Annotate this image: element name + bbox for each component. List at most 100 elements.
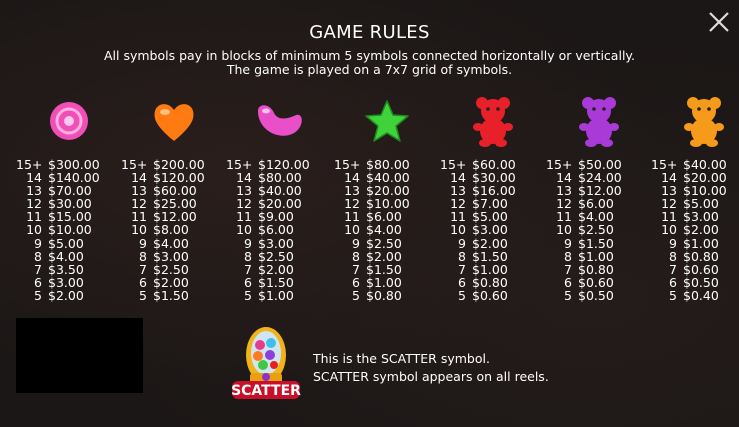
black-panel (16, 318, 143, 393)
payout-row: 11 $12.00 (121, 210, 226, 223)
symbol-count: 12 (236, 196, 252, 212)
payout-row: 9 $3.00 (226, 235, 331, 251)
payout-amount: $0.60 (578, 274, 614, 290)
payout-amount: $50.00 (578, 157, 622, 172)
payout-amount: $1.50 (258, 274, 294, 290)
payout-amount: $0.50 (578, 287, 614, 303)
page-title: GAME RULES (309, 22, 430, 43)
payout-row: 11 $4.00 (546, 210, 651, 223)
payout-row: 9 $1.50 (546, 235, 651, 251)
payout-row: 12 $5.00 (651, 197, 739, 210)
symbol-count: 7 (139, 261, 147, 277)
payout-row: 10 $8.00 (121, 223, 226, 236)
symbol-count: 5 (244, 287, 252, 303)
symbol-count: 15+ (16, 157, 43, 172)
payout-amount: $4.00 (48, 248, 84, 264)
symbol-count: 6 (352, 274, 360, 290)
payout-row: 7 $3.50 (16, 263, 121, 276)
rule-text-1: All symbols pay in blocks of minimum 5 s… (104, 48, 635, 63)
payout-amount: $2.00 (48, 287, 84, 303)
symbol-count: 9 (564, 235, 572, 251)
payout-amount: $3.00 (258, 235, 294, 251)
symbol-count: 6 (669, 274, 677, 290)
symbol-count: 13 (131, 183, 147, 199)
symbol-count: 5 (352, 287, 360, 303)
payout-row: 10 $2.00 (651, 223, 739, 236)
payout-row: 12 $6.00 (546, 197, 651, 210)
payout-amount: $70.00 (48, 183, 92, 199)
symbol-count: 14 (344, 170, 360, 186)
symbol-count: 15+ (651, 157, 678, 172)
payout-row: 8 $2.50 (226, 250, 331, 263)
payout-row: 5 $0.80 (334, 289, 439, 302)
symbol-count: 5 (458, 287, 466, 303)
payout-row: 12 $25.00 (121, 197, 226, 210)
svg-text:SCATTER: SCATTER (231, 383, 301, 399)
symbol-count: 13 (236, 183, 252, 199)
payout-amount: $10.00 (48, 222, 92, 238)
payout-amount: $0.80 (578, 261, 614, 277)
paytable-column: 15+ $200.00 14 $120.00 13 $60.00 12 $25.00 11 $12… (121, 90, 226, 302)
symbol-count: 7 (352, 261, 360, 277)
payout-row: 5 $1.00 (226, 289, 331, 302)
symbol-count: 8 (34, 248, 42, 264)
symbol-count: 11 (661, 209, 677, 225)
symbol-count: 12 (344, 196, 360, 212)
payout-amount: $6.00 (366, 209, 402, 225)
payout-amount: $80.00 (366, 157, 410, 172)
close-button[interactable] (707, 10, 731, 34)
payout-amount: $1.00 (472, 261, 508, 277)
payout-amount: $4.00 (578, 209, 614, 225)
payout-amount: $40.00 (258, 183, 302, 199)
scatter-line-2: SCATTER symbol appears on all reels. (313, 369, 549, 384)
payout-row: 6 $3.00 (16, 276, 121, 289)
payout-row: 8 $3.00 (121, 250, 226, 263)
symbol-count: 11 (131, 209, 147, 225)
payout-amount: $30.00 (48, 196, 92, 212)
payout-amount: $0.50 (683, 274, 719, 290)
paytable-column: 15+ $80.00 14 $40.00 13 $20.00 12 $10.00 11 $6.00… (334, 90, 439, 302)
payout-amount: $0.80 (366, 287, 402, 303)
symbol-count: 12 (661, 196, 677, 212)
symbol-count: 6 (34, 274, 42, 290)
payout-row: 14 $120.00 (121, 171, 226, 184)
payout-row: 9 $4.00 (121, 235, 226, 251)
symbol-count: 8 (564, 248, 572, 264)
payout-amount: $3.00 (683, 209, 719, 225)
payout-amount: $20.00 (683, 170, 727, 186)
payout-row: 13 $70.00 (16, 184, 121, 197)
symbol-count: 15+ (226, 157, 253, 172)
payout-row: 15+ $120.00 (226, 158, 331, 171)
symbol-count: 5 (139, 287, 147, 303)
payout-row: 14 $30.00 (440, 171, 545, 184)
payout-amount: $0.80 (683, 248, 719, 264)
scatter-gumball-icon: SCATTER (230, 325, 302, 407)
payout-amount: $2.50 (153, 261, 189, 277)
payout-amount: $80.00 (258, 170, 302, 186)
payout-row: 7 $1.00 (440, 263, 545, 276)
payout-amount: $3.00 (48, 274, 84, 290)
payout-amount: $0.60 (472, 287, 508, 303)
payout-row: 10 $4.00 (334, 223, 439, 236)
payout-row: 13 $40.00 (226, 184, 331, 197)
symbol-count: 10 (344, 222, 360, 238)
symbol-count: 9 (139, 235, 147, 251)
payout-amount: $120.00 (153, 170, 205, 186)
payout-amount: $12.00 (578, 183, 622, 199)
payout-row: 11 $5.00 (440, 210, 545, 223)
symbol-count: 15+ (334, 157, 361, 172)
payout-row: 6 $0.60 (546, 276, 651, 289)
payout-row: 8 $2.00 (334, 250, 439, 263)
payout-amount: $8.00 (153, 222, 189, 238)
payout-amount: $4.00 (153, 235, 189, 251)
symbol-count: 5 (34, 287, 42, 303)
payout-amount: $1.00 (366, 274, 402, 290)
payout-row: 15+ $80.00 (334, 158, 439, 171)
symbol-count: 14 (236, 170, 252, 186)
symbol-count: 15+ (440, 157, 467, 172)
symbol-count: 12 (131, 196, 147, 212)
payout-row: 8 $1.50 (440, 250, 545, 263)
rule-text-2: The game is played on a 7x7 grid of symb… (226, 62, 513, 77)
payout-row: 11 $9.00 (226, 210, 331, 223)
payout-row: 14 $80.00 (226, 171, 331, 184)
